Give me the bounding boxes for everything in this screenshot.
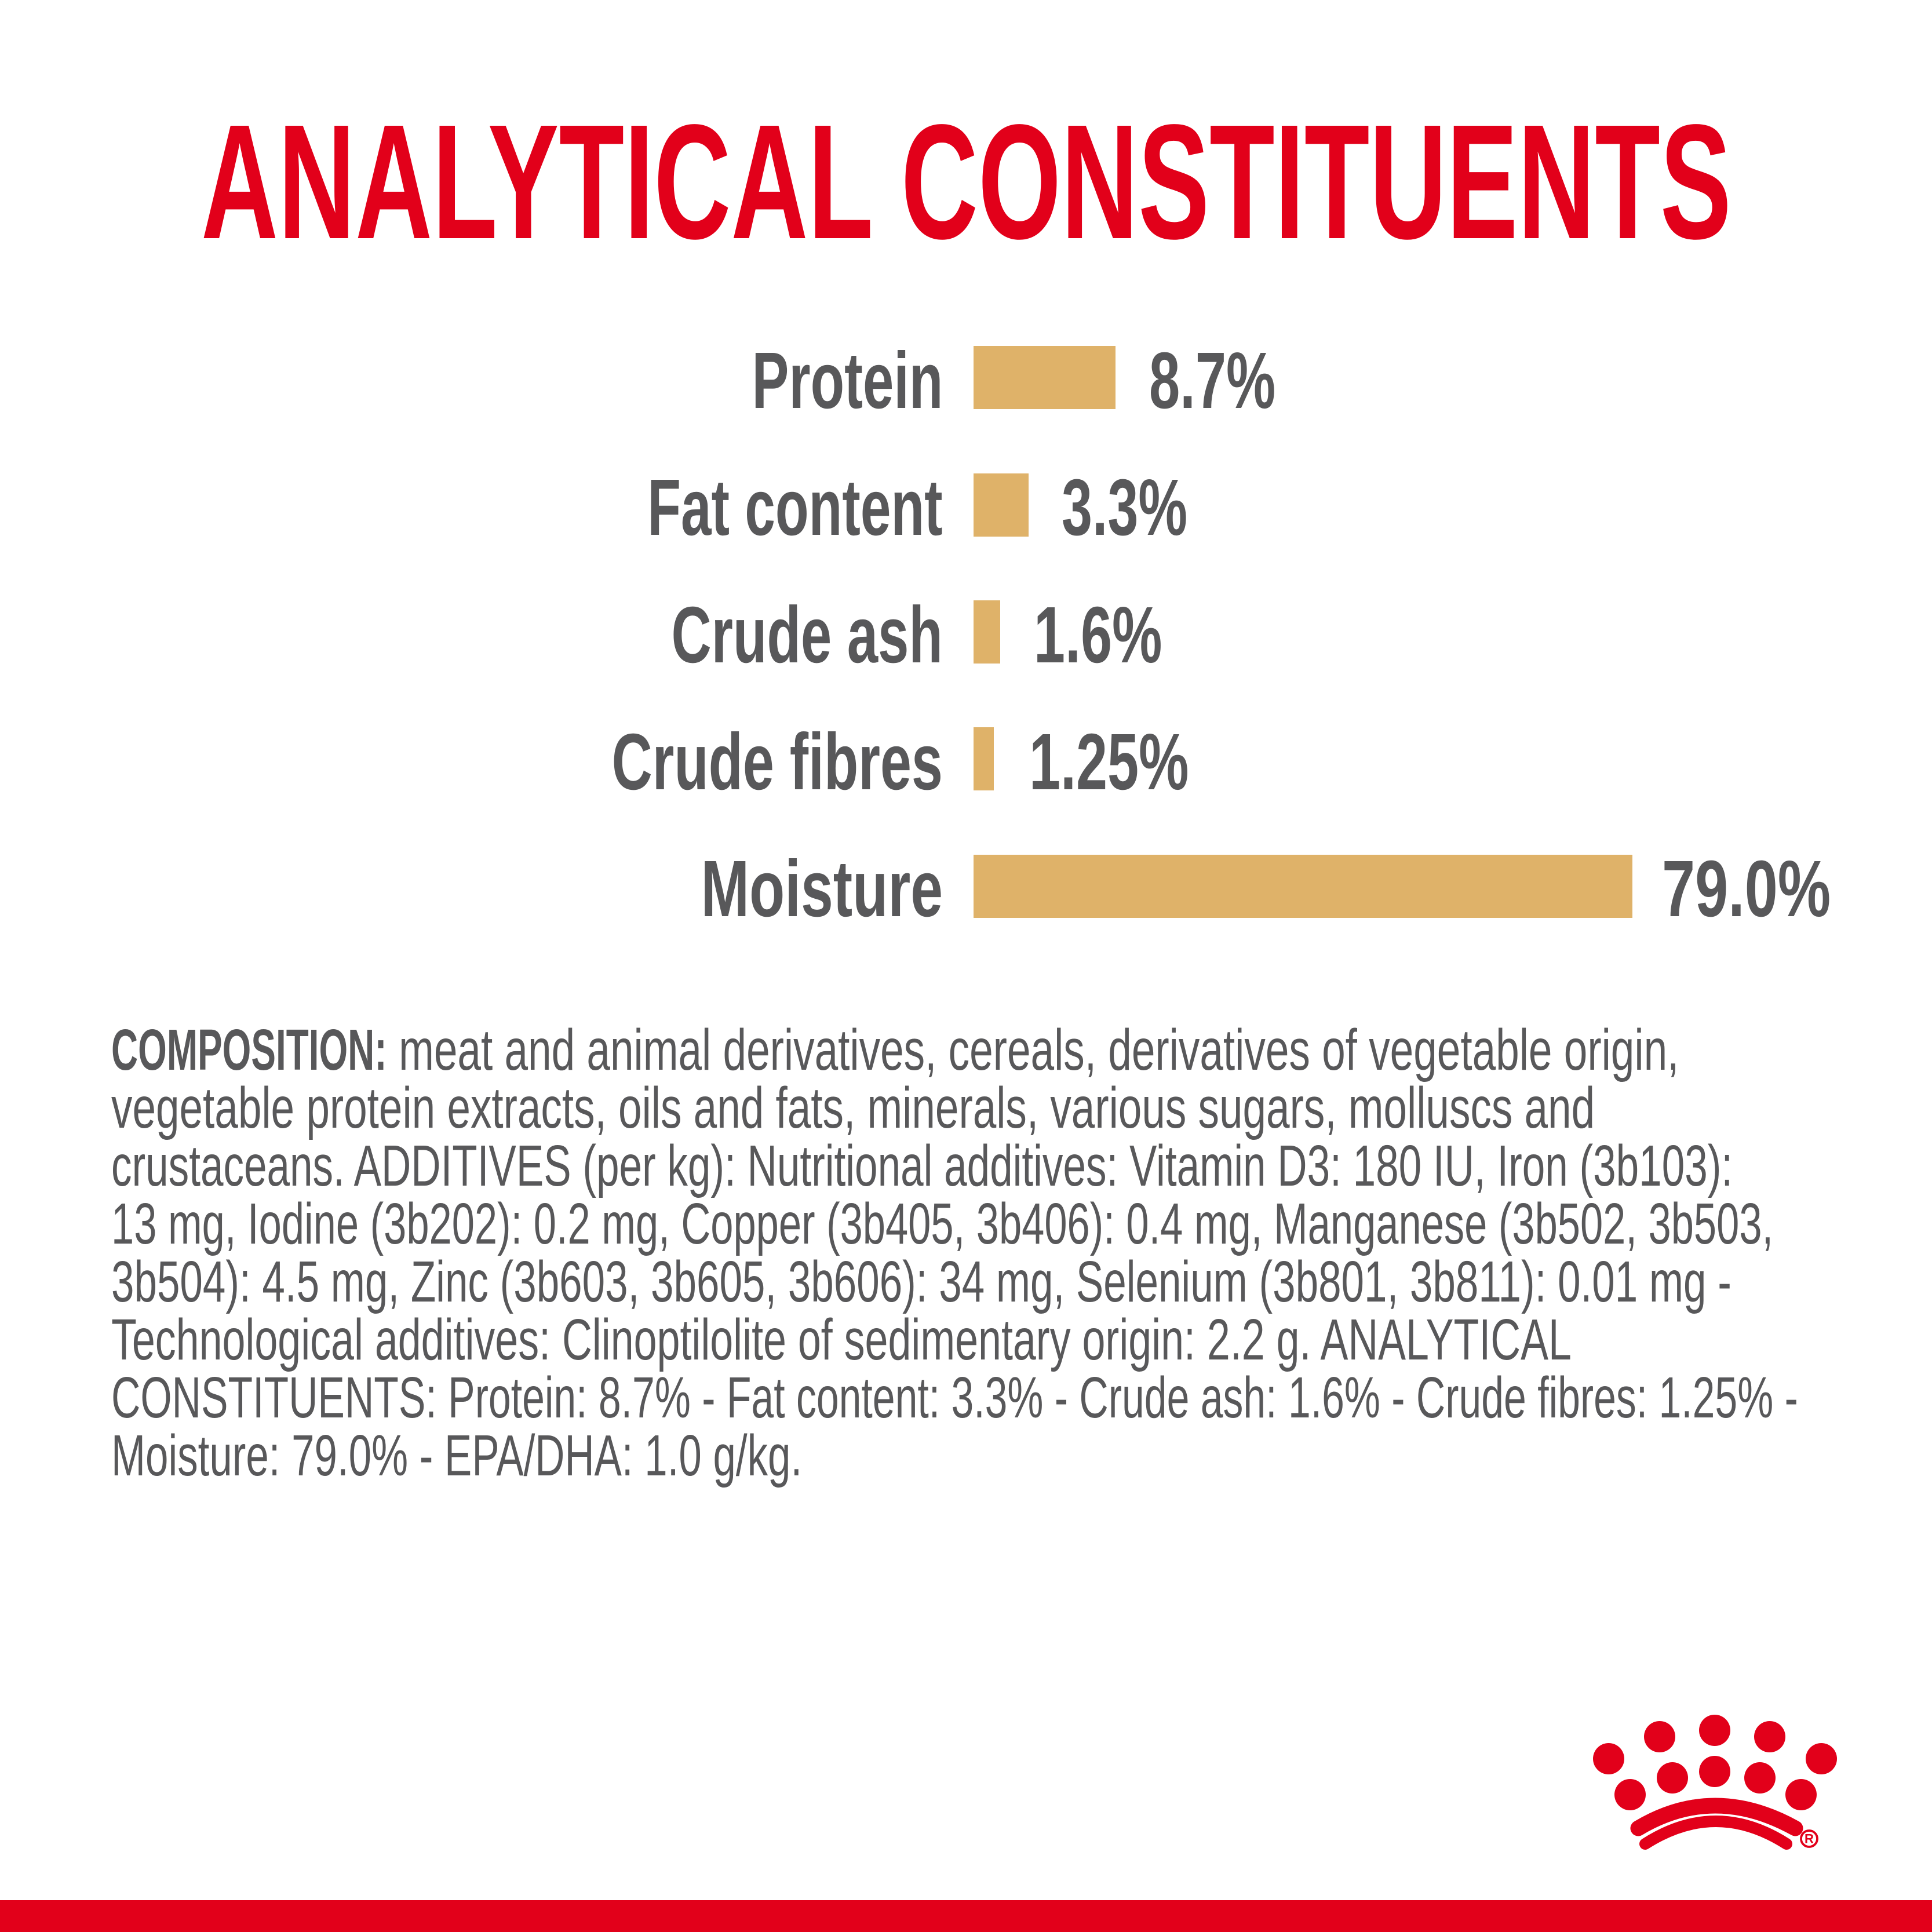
svg-text:R: R — [1805, 1832, 1814, 1846]
